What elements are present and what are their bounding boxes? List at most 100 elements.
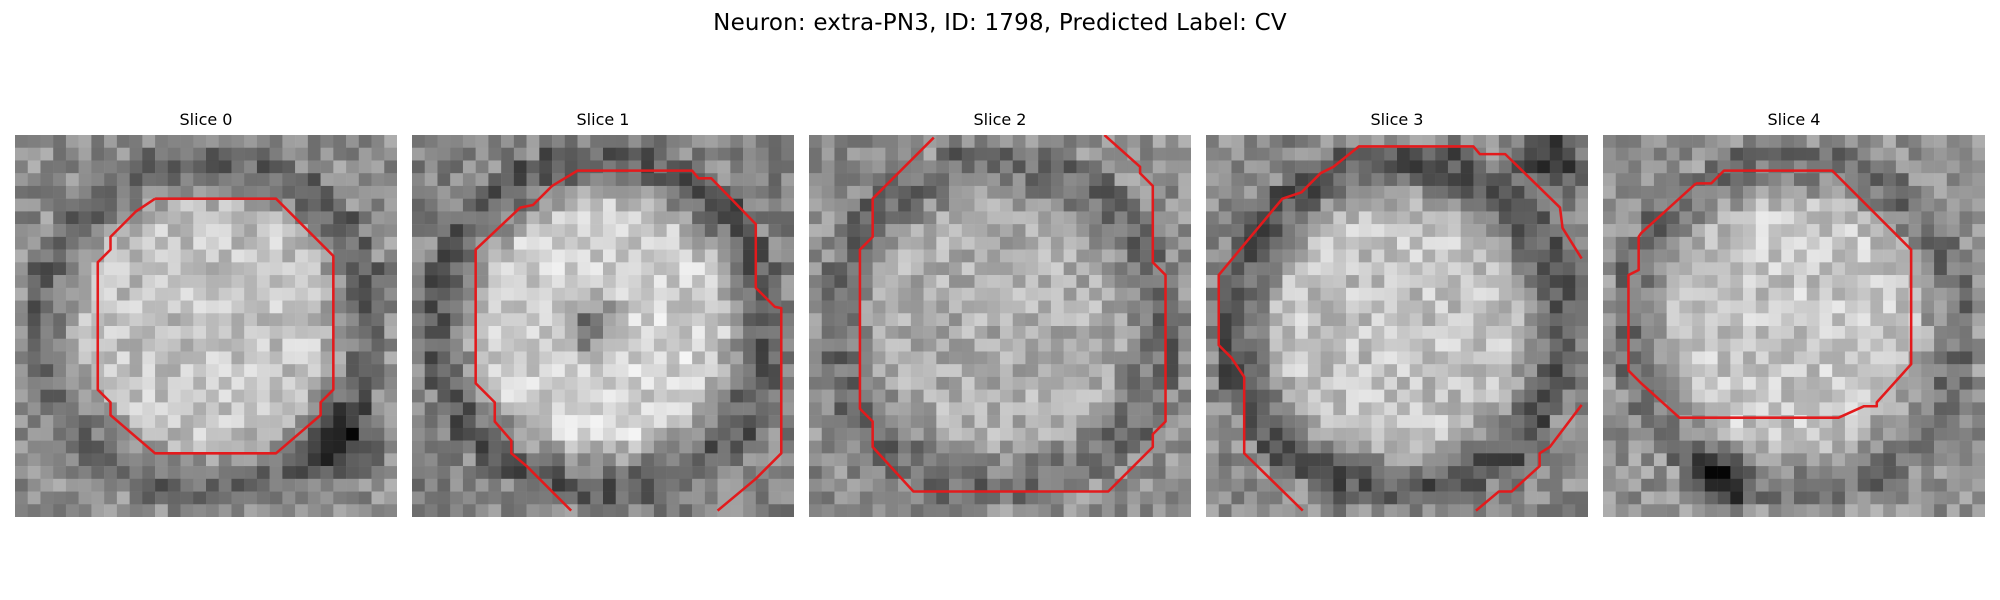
pixel <box>1908 364 1922 378</box>
pixel <box>949 364 963 378</box>
pixel <box>1615 236 1629 250</box>
pixel <box>1140 364 1154 378</box>
pixel <box>1218 376 1232 390</box>
pixel <box>1178 402 1191 416</box>
pixel <box>295 300 309 314</box>
pixel <box>40 198 54 212</box>
pixel <box>743 236 757 250</box>
pixel <box>384 415 397 429</box>
pixel <box>1012 466 1026 480</box>
pixel <box>53 491 67 505</box>
pixel <box>1549 491 1563 505</box>
pixel <box>768 402 782 416</box>
pixel <box>256 440 270 454</box>
pixel <box>1473 262 1487 276</box>
pixel <box>1628 326 1642 339</box>
pixel <box>450 504 464 517</box>
pixel <box>974 402 988 416</box>
pixel <box>1498 338 1512 352</box>
pixel <box>1435 415 1449 429</box>
pixel <box>1218 440 1232 454</box>
pixel <box>1921 351 1935 365</box>
pixel <box>1152 491 1166 505</box>
pixel <box>65 338 79 352</box>
pixel <box>1575 147 1588 161</box>
pixel <box>949 236 963 250</box>
pixel <box>116 326 130 339</box>
pixel <box>116 262 130 276</box>
pixel <box>1063 224 1077 238</box>
pixel <box>40 453 54 467</box>
pixel <box>40 415 54 429</box>
pixel <box>1152 504 1166 517</box>
pixel <box>1218 224 1232 238</box>
pixel <box>1127 389 1141 403</box>
pixel <box>488 262 502 276</box>
pixel <box>1063 198 1077 212</box>
pixel <box>1934 173 1948 187</box>
pixel <box>40 402 54 416</box>
pixel <box>269 338 283 352</box>
pixel <box>1101 440 1115 454</box>
pixel <box>475 173 489 187</box>
pixel <box>1346 300 1360 314</box>
pixel <box>412 415 425 429</box>
pixel <box>1012 338 1026 352</box>
pixel <box>615 376 629 390</box>
pixel <box>704 185 718 199</box>
pixel <box>923 236 937 250</box>
pixel <box>1641 198 1655 212</box>
pixel <box>1025 491 1039 505</box>
pixel <box>1549 262 1563 276</box>
pixel <box>167 160 181 174</box>
pixel <box>1666 440 1680 454</box>
pixel <box>1140 275 1154 289</box>
pixel <box>358 135 372 148</box>
pixel <box>743 160 757 174</box>
pixel <box>1549 504 1563 517</box>
pixel <box>40 313 54 327</box>
pixel <box>1603 211 1616 225</box>
pixel <box>1768 351 1782 365</box>
pixel <box>206 249 219 263</box>
pixel <box>1307 351 1321 365</box>
pixel <box>1486 262 1500 276</box>
pixel <box>743 338 757 352</box>
pixel <box>218 376 232 390</box>
pixel <box>1486 160 1500 174</box>
pixel <box>1498 427 1512 441</box>
pixel <box>768 504 782 517</box>
pixel <box>384 364 397 378</box>
pixel <box>910 249 924 263</box>
pixel <box>1076 135 1090 148</box>
pixel <box>1397 389 1410 403</box>
pixel <box>1549 478 1563 492</box>
pixel <box>1473 351 1487 365</box>
pixel <box>116 249 130 263</box>
pixel <box>898 440 912 454</box>
pixel <box>641 185 655 199</box>
pixel <box>437 135 451 148</box>
pixel <box>27 198 41 212</box>
pixel <box>1152 185 1166 199</box>
pixel <box>231 300 245 314</box>
pixel <box>1140 160 1154 174</box>
pixel <box>78 275 92 289</box>
pixel <box>180 453 194 467</box>
pixel <box>1498 236 1512 250</box>
pixel <box>1692 466 1706 480</box>
pixel <box>269 198 283 212</box>
pixel <box>129 402 143 416</box>
pixel <box>704 440 718 454</box>
pixel <box>590 173 604 187</box>
pixel <box>1575 440 1588 454</box>
pixel <box>129 326 143 339</box>
pixel <box>987 364 1001 378</box>
pixel <box>193 249 207 263</box>
pixel <box>755 236 769 250</box>
slice-title-4: Slice 4 <box>1767 110 1821 129</box>
pixel <box>1972 236 1985 250</box>
pixel <box>437 466 451 480</box>
pixel <box>1473 287 1487 301</box>
pixel <box>1076 427 1090 441</box>
